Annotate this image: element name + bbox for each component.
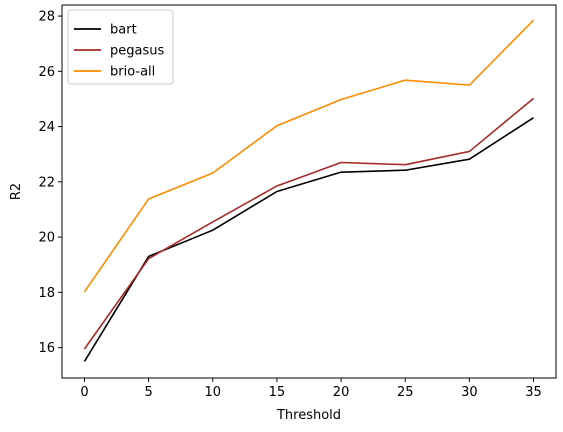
y-tick-label: 24 xyxy=(38,120,55,135)
x-axis: 0 5 10 15 20 25 30 35 xyxy=(80,378,542,400)
y-axis-label: R2 xyxy=(9,183,24,200)
y-tick-label: 18 xyxy=(38,286,55,301)
x-tick-label: 5 xyxy=(144,385,152,400)
y-tick-label: 16 xyxy=(38,341,55,356)
x-tick-label: 20 xyxy=(333,385,350,400)
x-tick-label: 25 xyxy=(397,385,414,400)
y-tick-label: 28 xyxy=(38,10,55,25)
x-tick-label: 35 xyxy=(525,385,542,400)
x-tick-label: 0 xyxy=(80,385,88,400)
y-axis: 16 18 20 22 24 26 28 xyxy=(38,10,62,356)
legend-label-bart: bart xyxy=(110,23,137,38)
x-axis-label: Threshold xyxy=(276,408,341,423)
x-tick-label: 10 xyxy=(204,385,221,400)
x-tick-label: 30 xyxy=(461,385,478,400)
series-line-pegasus xyxy=(83,97,535,350)
legend-label-pegasus: pegasus xyxy=(110,44,164,59)
y-tick-label: 20 xyxy=(38,231,55,246)
legend: bart pegasus brio-all xyxy=(67,9,174,85)
y-tick-label: 22 xyxy=(38,175,55,190)
series-lines xyxy=(83,19,535,362)
legend-items: bart pegasus brio-all xyxy=(74,23,164,80)
x-tick-label: 15 xyxy=(269,385,286,400)
y-tick-label: 26 xyxy=(38,65,55,80)
legend-label-brio-all: brio-all xyxy=(110,65,155,80)
series-line-brio-all xyxy=(83,19,535,293)
